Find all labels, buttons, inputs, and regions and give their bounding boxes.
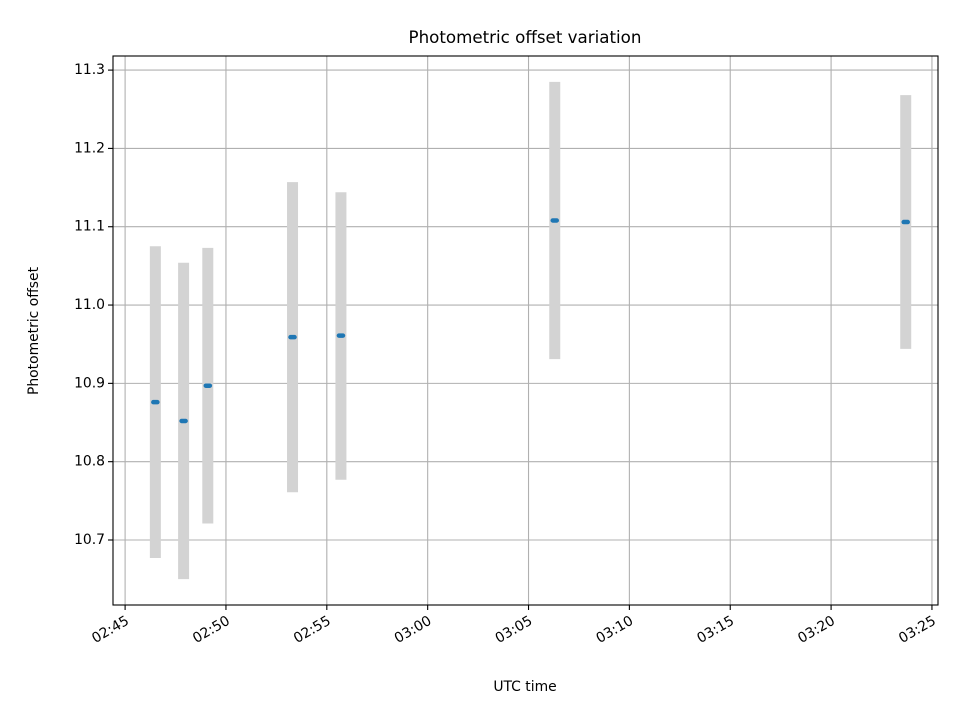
y-tick-label: 11.1 — [74, 219, 105, 235]
x-axis-label: UTC time — [493, 679, 556, 695]
y-tick-label: 11.2 — [74, 140, 105, 156]
y-tick-label: 11.3 — [74, 62, 105, 78]
y-tick-label: 10.7 — [74, 532, 105, 548]
y-tick-label: 10.9 — [74, 375, 105, 391]
y-axis: 10.7 10.8 10.9 11.0 11.1 11.2 11.3 — [74, 62, 113, 548]
y-axis-label: Photometric offset — [26, 266, 42, 395]
y-tick-label: 11.0 — [74, 297, 105, 313]
chart-title: Photometric offset variation — [409, 27, 642, 47]
grid — [113, 56, 938, 605]
y-tick-label: 10.8 — [74, 454, 105, 470]
data-markers — [151, 218, 910, 424]
plot-frame — [112, 55, 939, 606]
